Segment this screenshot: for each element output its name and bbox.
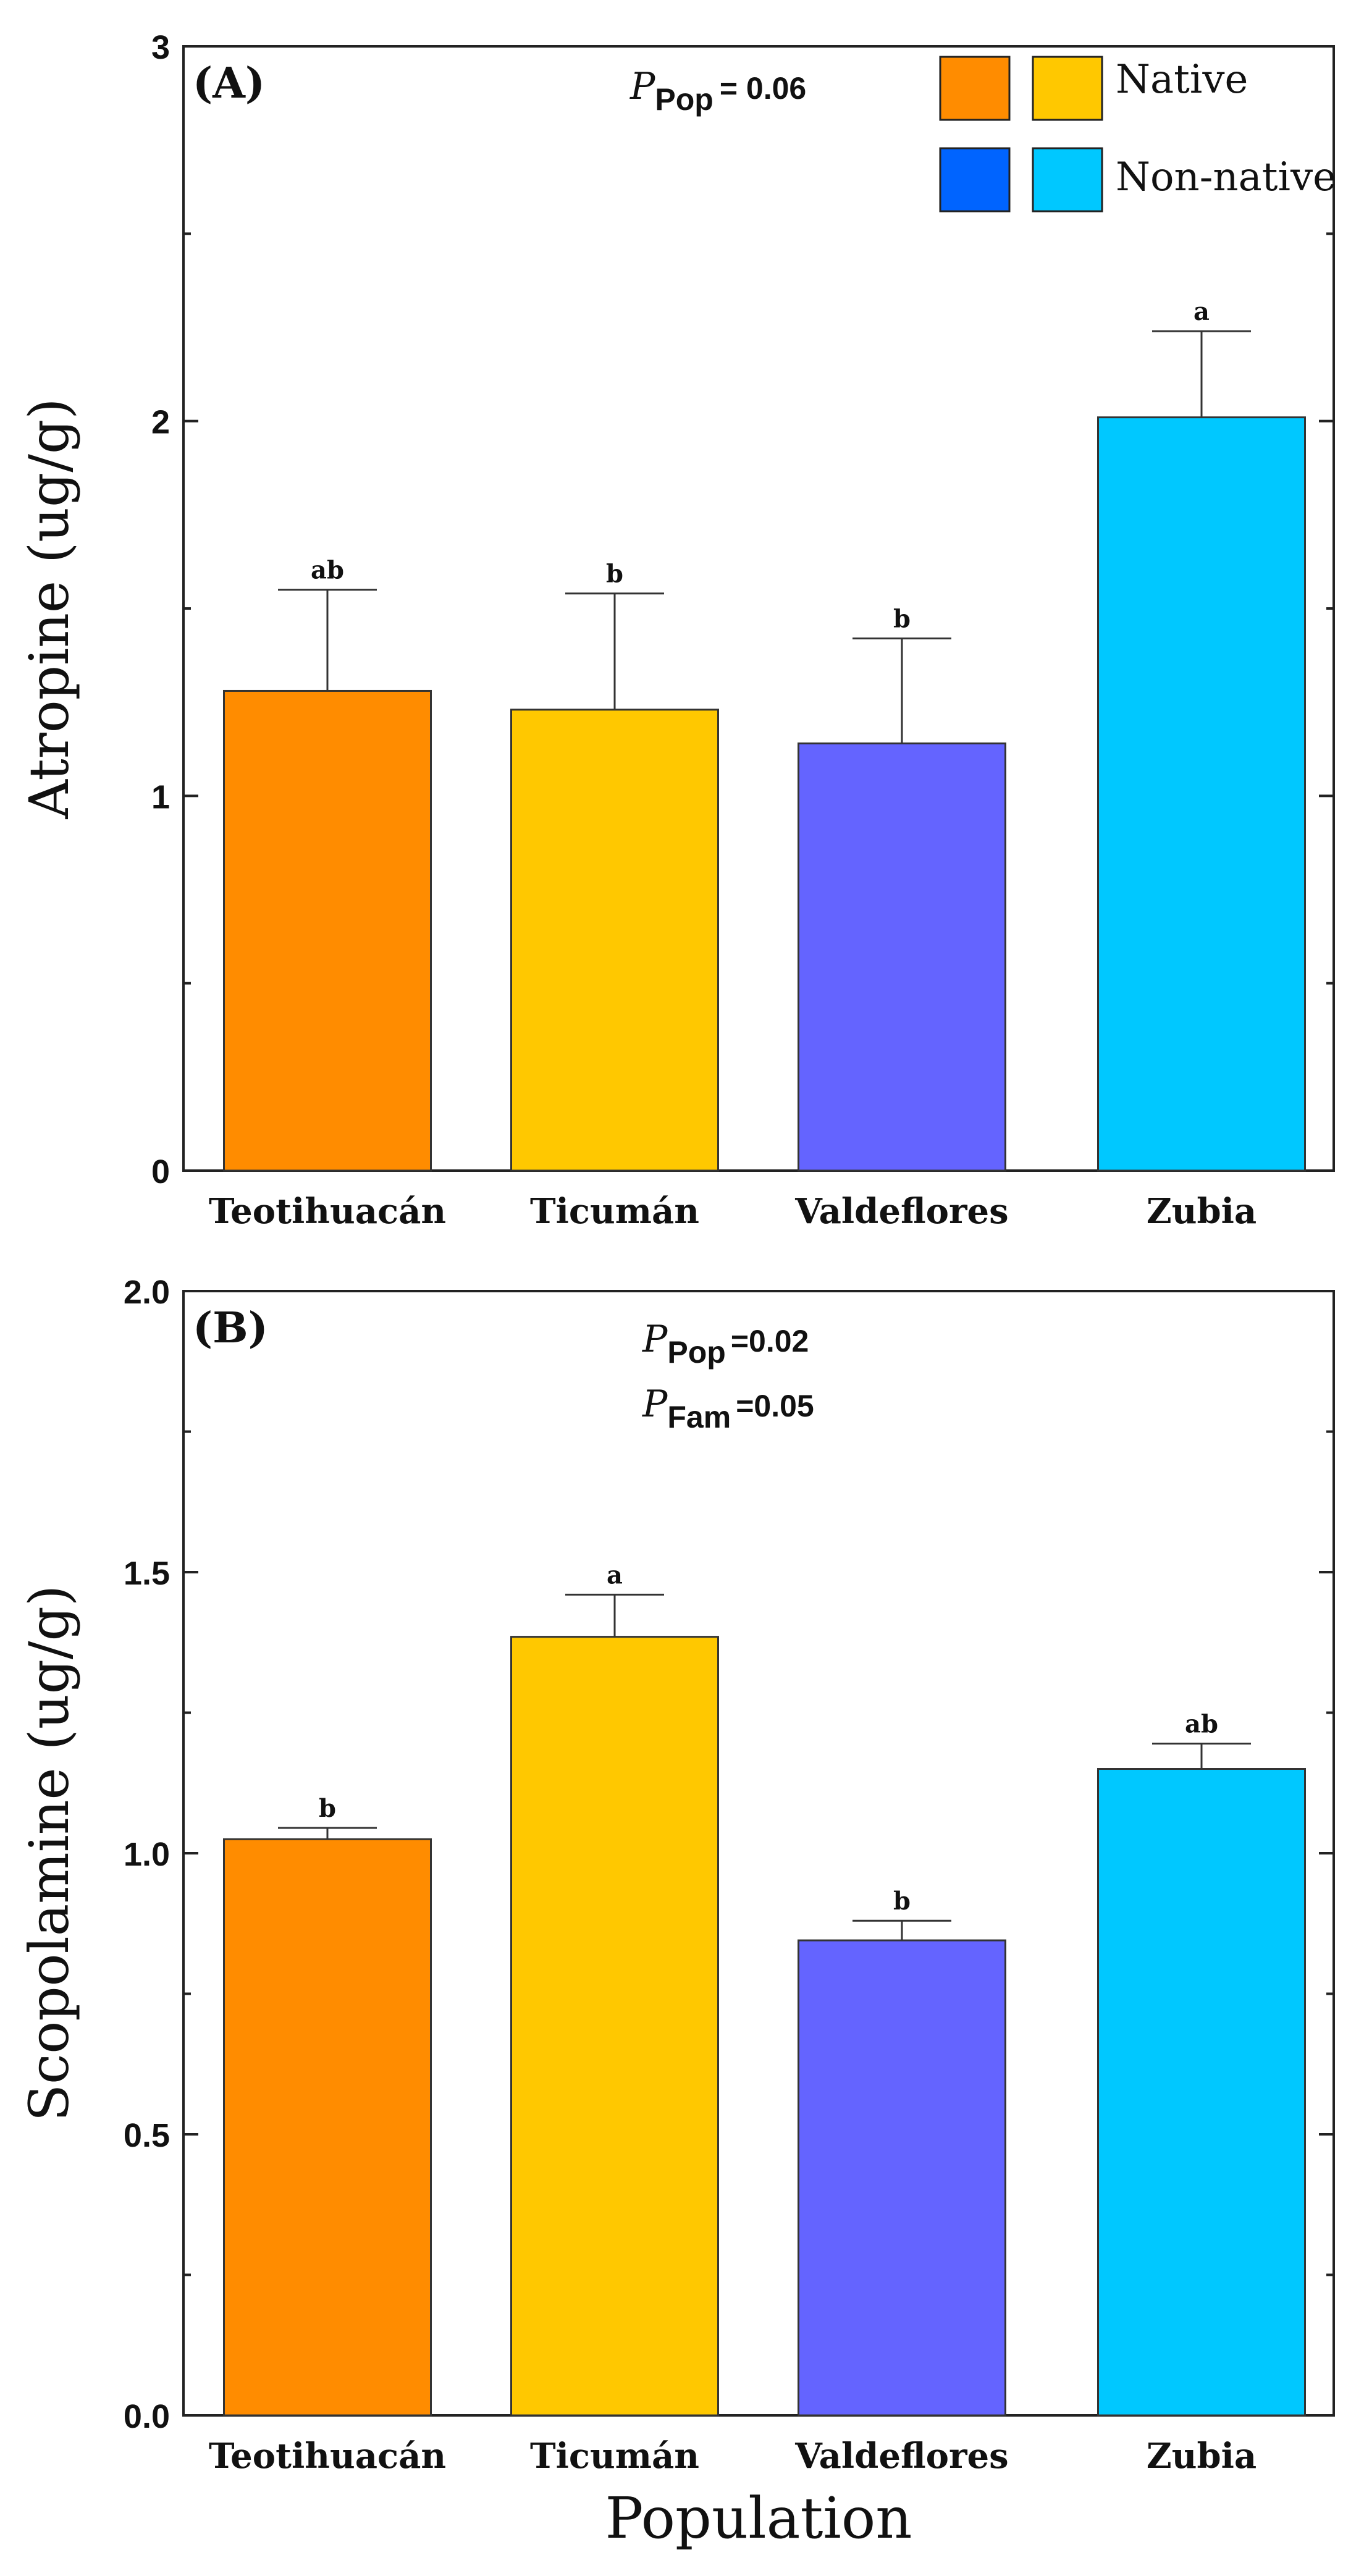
y-tick-label: 0 — [151, 1153, 170, 1190]
bar-ticuman — [510, 709, 719, 1172]
significance-label-teotihuacan: ab — [311, 556, 344, 585]
y-tick-label: 3 — [151, 29, 170, 66]
stat-p-pop-b: PPop =0.02 — [642, 1318, 809, 1370]
legend-swatch-native-light — [1032, 56, 1103, 121]
x-tick-label-valdeflores: Valdeflores — [794, 1191, 1008, 1232]
panel-atropine: (A) Atropine (ug/g) 0 1 2 3 ab b b a Teotihuac… — [17, 29, 1336, 1232]
x-tick-labels-atropine: Teotihuacán Ticumán Valdeflores Zubia — [209, 1191, 1257, 1232]
stat-p-fam-b: PFam =0.05 — [642, 1383, 814, 1434]
x-tick-label-teotihuacan: Teotihuacán — [209, 2436, 446, 2477]
bar-zubia — [1097, 416, 1306, 1172]
x-tick-label-valdeflores: Valdeflores — [794, 2436, 1008, 2477]
stat-p-pop-a: PPop = 0.06 — [629, 65, 806, 117]
y-tick-label: 2 — [151, 404, 170, 441]
x-tick-label-ticuman: Ticumán — [530, 1191, 699, 1232]
panel-label-a: (A) — [193, 59, 265, 108]
bars-atropine: ab b b a — [223, 297, 1306, 1172]
y-axis-label-scopolamine: Scopolamine (ug/g) — [17, 1585, 81, 2121]
y-axis-label-atropine: Atropine (ug/g) — [17, 398, 81, 819]
panel-label-b: (B) — [193, 1303, 268, 1353]
y-tick-label: 1.0 — [124, 1836, 170, 1873]
bar-valdeflores — [798, 742, 1006, 1172]
significance-label-ticuman: a — [607, 1560, 623, 1589]
y-tick-label: 0.0 — [124, 2398, 170, 2435]
significance-label-ticuman: b — [606, 560, 623, 589]
x-tick-labels-scopolamine: Teotihuacán Ticumán Valdeflores Zubia — [209, 2436, 1257, 2477]
y-tick-label: 2.0 — [124, 1274, 170, 1311]
significance-label-zubia: a — [1194, 297, 1210, 326]
bar-valdeflores — [798, 1939, 1006, 2417]
legend-swatch-nonnative-dark — [939, 147, 1011, 213]
x-tick-label-teotihuacan: Teotihuacán — [209, 1191, 446, 1232]
significance-label-teotihuacan: b — [319, 1794, 336, 1823]
x-axis-label: Population — [605, 2485, 912, 2551]
legend-swatch-native-dark — [939, 56, 1011, 121]
y-tick-label: 0.5 — [124, 2117, 170, 2154]
y-tick-label: 1.5 — [124, 1555, 170, 1592]
bar-teotihuacan — [223, 1838, 432, 2417]
significance-label-valdeflores: b — [893, 605, 911, 634]
legend-swatch-nonnative-light — [1032, 147, 1103, 213]
bar-teotihuacan — [223, 689, 432, 1172]
bar-zubia — [1097, 1768, 1306, 2417]
y-tick-label: 1 — [151, 778, 170, 815]
y-ticks-scopolamine: 0.0 0.5 1.0 1.5 2.0 — [124, 1274, 1334, 2435]
x-tick-label-zubia: Zubia — [1147, 2436, 1257, 2477]
bar-ticuman — [510, 1636, 719, 2417]
panel-scopolamine: (B) Scopolamine (ug/g) 0.0 0.5 1.0 1.5 2.0 b… — [17, 1274, 1335, 2477]
y-ticks-atropine: 0 1 2 3 — [151, 29, 1334, 1190]
significance-label-zubia: ab — [1185, 1710, 1218, 1739]
x-tick-label-ticuman: Ticumán — [530, 2436, 699, 2477]
x-tick-label-zubia: Zubia — [1147, 1191, 1257, 1232]
significance-label-valdeflores: b — [893, 1887, 911, 1916]
legend-label-native: Native — [1116, 57, 1248, 103]
legend: Native Non-native — [939, 56, 1336, 213]
legend-label-non-native: Non-native — [1116, 154, 1336, 200]
